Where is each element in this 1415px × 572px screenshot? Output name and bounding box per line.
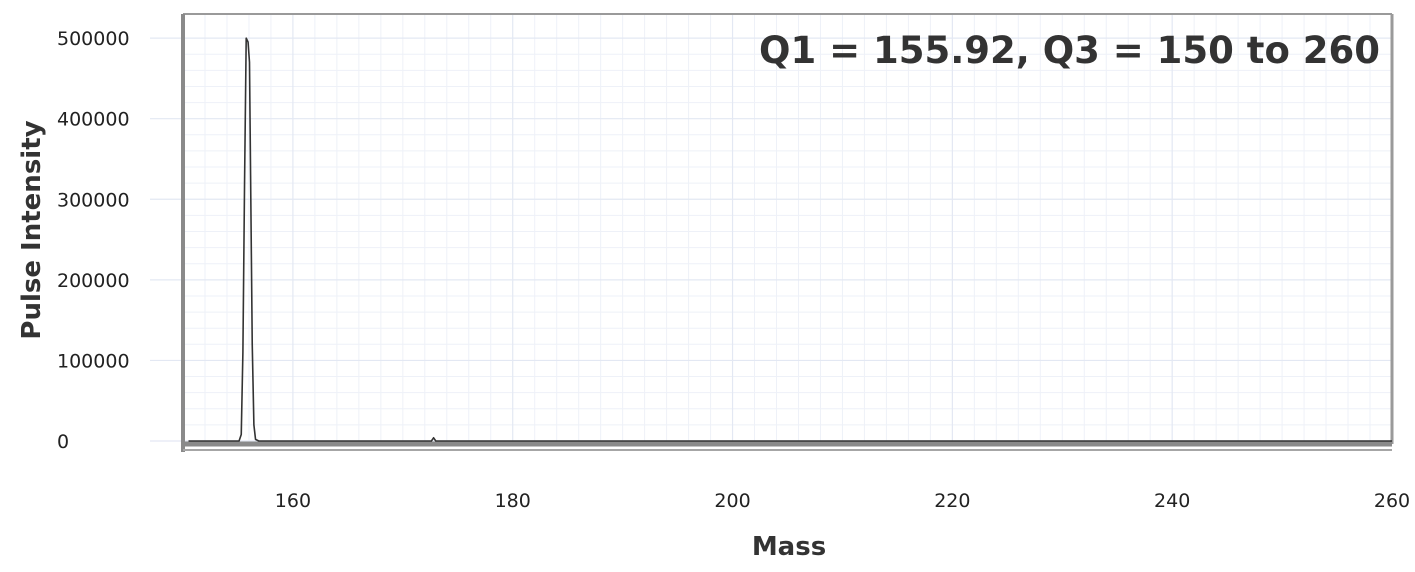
plot-background (183, 14, 1392, 444)
x-tick-labels: 160 180 200 220 240 260 (275, 490, 1410, 512)
y-tick-labels: 0 100000 200000 300000 400000 500000 (57, 28, 130, 453)
x-axis-label: Mass (752, 532, 826, 562)
y-tick-label: 200000 (57, 270, 130, 292)
y-tick-label: 400000 (57, 109, 130, 131)
y-tick-label: 100000 (57, 350, 130, 372)
y-axis-label: Pulse Intensity (17, 120, 47, 339)
series-layer (188, 37, 1392, 442)
plot-frame (181, 13, 1394, 452)
x-tick-label: 240 (1154, 490, 1190, 512)
y-tick-label: 0 (57, 431, 69, 453)
x-tick-label: 180 (495, 490, 531, 512)
minor-gridlines (183, 14, 1392, 444)
y-tick-label: 500000 (57, 28, 130, 50)
x-tick-label: 220 (934, 490, 970, 512)
series-line-0 (188, 37, 1392, 442)
x-tick-label: 200 (714, 490, 750, 512)
y-tick-label: 300000 (57, 189, 130, 211)
x-tick-label: 160 (275, 490, 311, 512)
x-tick-label: 260 (1374, 490, 1410, 512)
chart-annotation: Q1 = 155.92, Q3 = 150 to 260 (759, 29, 1380, 72)
